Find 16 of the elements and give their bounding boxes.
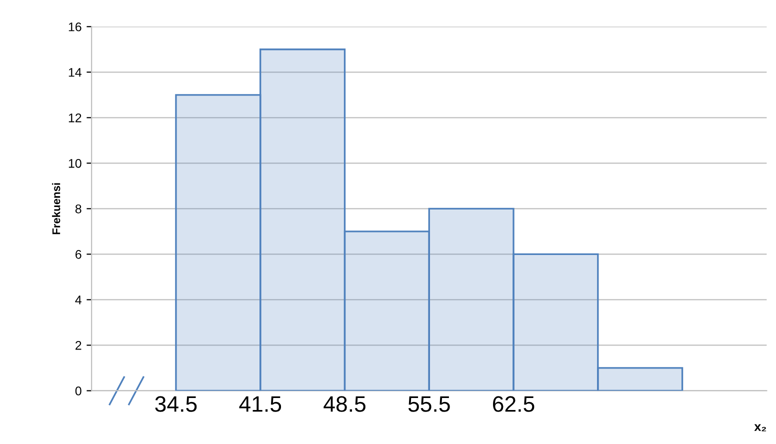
y-tick-label: 12 <box>68 113 82 122</box>
y-tick-label: 14 <box>68 68 82 77</box>
y-tick-label: 2 <box>76 341 82 350</box>
y-axis-title: Frekuensi <box>52 183 60 234</box>
x-tick-label: 41.5 <box>239 396 282 412</box>
y-tick-label: 8 <box>75 204 82 214</box>
y-tick-label: 6 <box>76 250 82 259</box>
y-tick-label: 0 <box>75 386 82 396</box>
x-tick-label: 48.5 <box>324 396 366 412</box>
x-tick-label: 34.5 <box>155 396 197 412</box>
y-tick-label: 16 <box>68 22 82 32</box>
x-axis-title: x₂ <box>754 424 766 432</box>
y-tick-label: 4 <box>75 296 82 304</box>
x-tick-label: 55.5 <box>408 396 450 412</box>
x-tick-label: 62.5 <box>493 396 534 412</box>
y-tick-label: 10 <box>68 158 82 168</box>
